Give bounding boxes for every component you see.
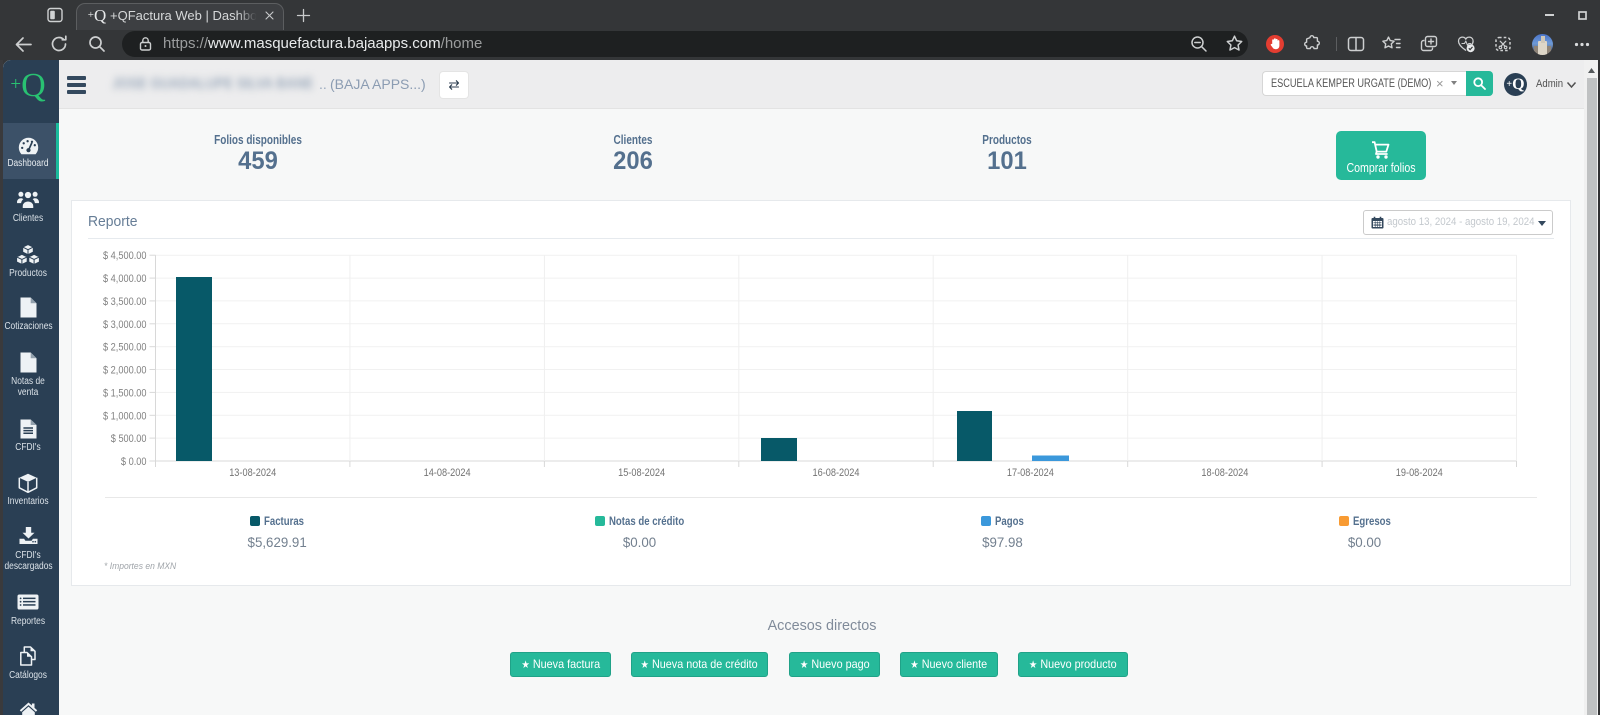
svg-text:$ 0.00: $ 0.00 xyxy=(121,456,147,468)
svg-text:$ 500.00: $ 500.00 xyxy=(111,433,147,445)
svg-text:$ 1,500.00: $ 1,500.00 xyxy=(103,387,147,399)
svg-text:17-08-2024: 17-08-2024 xyxy=(1007,467,1054,479)
svg-text:$ 4,000.00: $ 4,000.00 xyxy=(103,273,147,285)
svg-text:15-08-2024: 15-08-2024 xyxy=(618,467,665,479)
svg-text:13-08-2024: 13-08-2024 xyxy=(229,467,276,479)
svg-text:$ 1,000.00: $ 1,000.00 xyxy=(103,410,147,422)
svg-text:16-08-2024: 16-08-2024 xyxy=(813,467,860,479)
svg-text:$ 3,000.00: $ 3,000.00 xyxy=(103,319,147,331)
svg-text:19-08-2024: 19-08-2024 xyxy=(1396,467,1443,479)
svg-text:$ 2,000.00: $ 2,000.00 xyxy=(103,365,147,377)
svg-text:14-08-2024: 14-08-2024 xyxy=(424,467,471,479)
svg-text:$ 4,500.00: $ 4,500.00 xyxy=(103,250,147,262)
svg-text:$ 3,500.00: $ 3,500.00 xyxy=(103,296,147,308)
svg-text:$ 2,500.00: $ 2,500.00 xyxy=(103,342,147,354)
svg-text:18-08-2024: 18-08-2024 xyxy=(1201,467,1248,479)
